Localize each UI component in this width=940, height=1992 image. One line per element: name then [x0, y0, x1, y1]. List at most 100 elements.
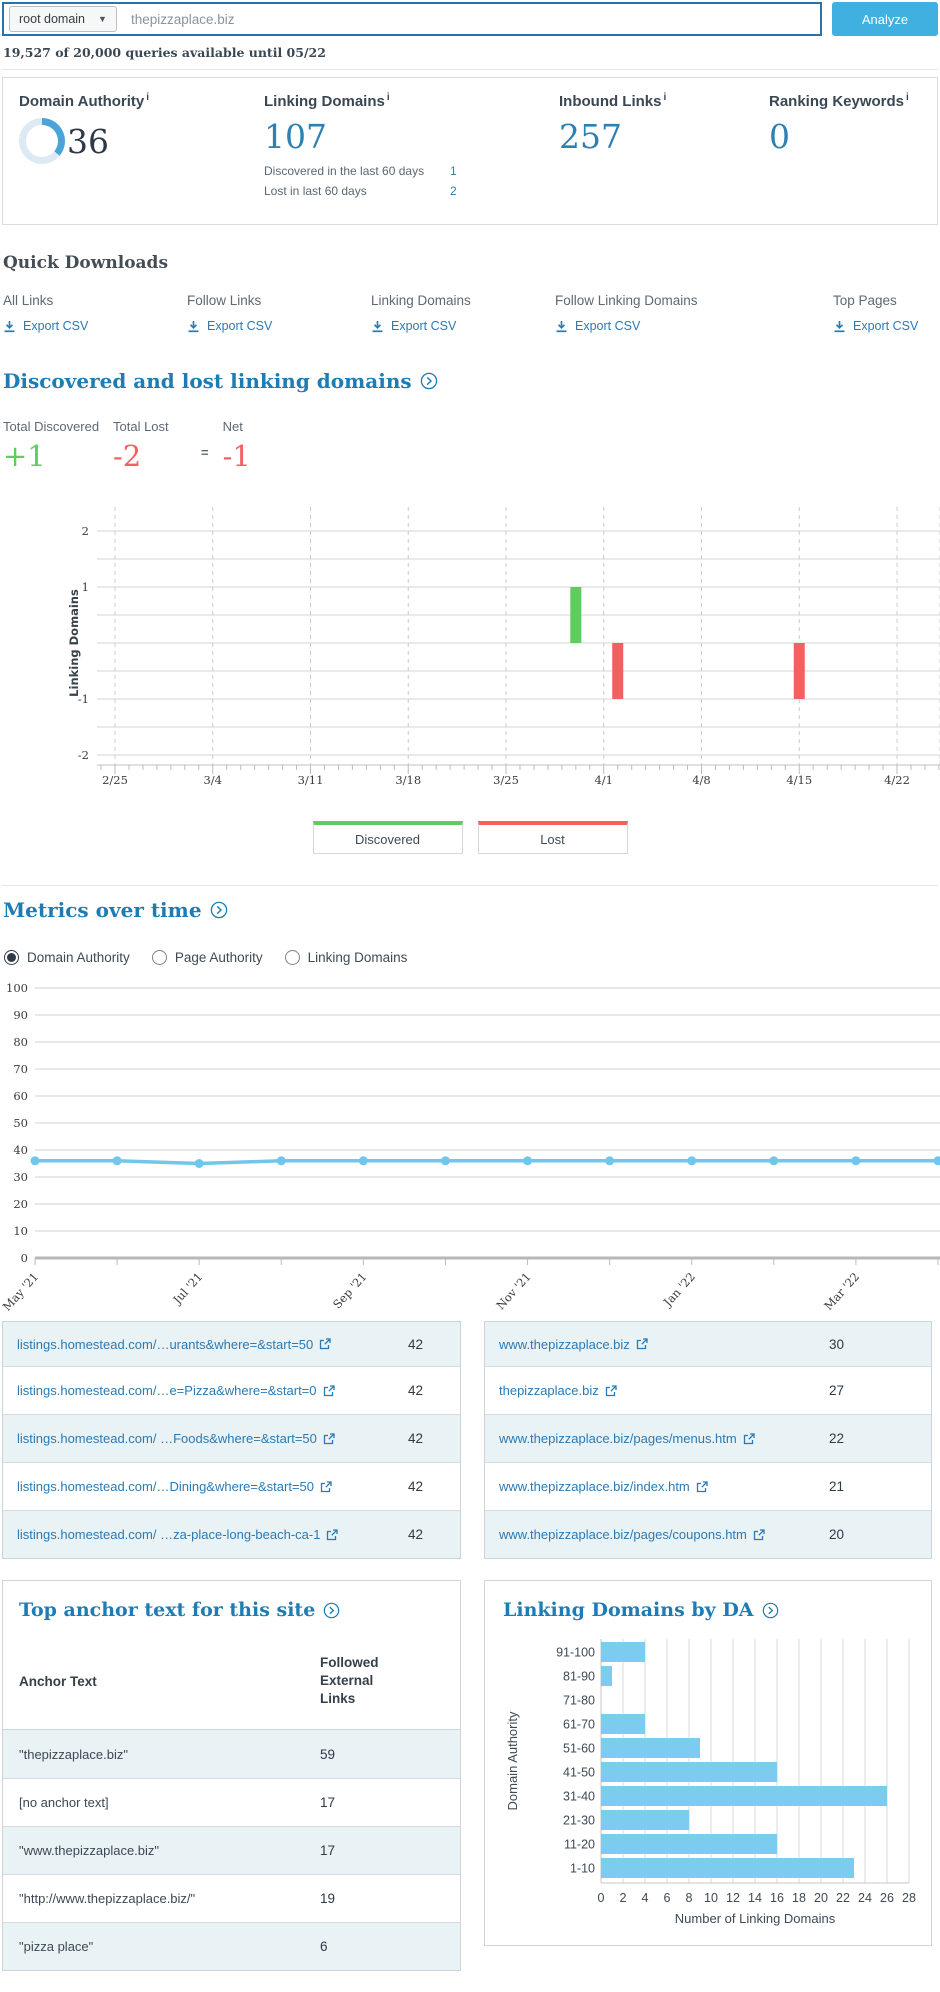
legend-lost-button[interactable]: Lost: [477, 821, 628, 854]
lost-60-days-row: Lost in last 60 days 2: [264, 182, 559, 202]
da-range-label: 1-10: [570, 1862, 595, 1876]
radio-domain-authority[interactable]: Domain Authority: [4, 950, 130, 965]
table-row: listings.homestead.com/…e=Pizza&where=&s…: [3, 1366, 460, 1414]
linking-domains-by-da-card: Linking Domains by DA 0 2 4 6 8 10 12 14 16 18 20 2…: [484, 1580, 932, 1946]
x-tick-label: Sep '21: [330, 1270, 370, 1312]
da-bar: [601, 1786, 887, 1806]
linking-domains-by-da-title: Linking Domains by DA: [501, 1599, 915, 1621]
lost-60-days-value[interactable]: 2: [450, 183, 457, 198]
y-tick-label: 50: [13, 1116, 28, 1130]
lost-bar: [793, 643, 805, 699]
info-icon[interactable]: i: [146, 92, 150, 103]
data-point: [30, 1156, 40, 1166]
y-tick-label: 70: [13, 1062, 28, 1076]
table-row: www.thepizzaplace.biz/pages/coupons.htm …: [485, 1510, 931, 1558]
metrics-over-time-section-title: Metrics over time: [2, 898, 938, 922]
link-metric-value: 42: [408, 1383, 424, 1398]
data-point: [276, 1156, 286, 1166]
link-url[interactable]: listings.homestead.com/…urants&where=&st…: [17, 1337, 331, 1352]
x-tick-label: 4/8: [692, 773, 711, 787]
info-icon[interactable]: i: [906, 92, 909, 103]
y-tick-label: 30: [13, 1170, 28, 1184]
chevron-circle-icon[interactable]: [762, 1602, 779, 1619]
analyze-button[interactable]: Analyze: [832, 2, 938, 36]
y-tick-label: 100: [6, 981, 28, 995]
followed-links-count: 19: [320, 1891, 336, 1906]
domain-authority-label: Domain Authority: [19, 93, 145, 110]
link-url[interactable]: www.thepizzaplace.biz/pages/coupons.htm: [499, 1527, 765, 1542]
download-icon: [4, 320, 15, 332]
scope-select[interactable]: root domain ▼: [9, 6, 117, 32]
export-csv-link[interactable]: Export CSV: [555, 319, 833, 333]
x-tick-label: 4: [642, 1891, 649, 1905]
link-url[interactable]: www.thepizzaplace.biz/pages/menus.htm: [499, 1431, 755, 1446]
chevron-circle-icon[interactable]: [323, 1602, 340, 1619]
link-url[interactable]: www.thepizzaplace.biz/index.htm: [499, 1479, 708, 1494]
x-tick-label: 4/15: [786, 773, 812, 787]
search-input[interactable]: [116, 11, 820, 27]
legend-discovered-button[interactable]: Discovered: [312, 821, 463, 854]
external-link-icon: [696, 1480, 708, 1492]
link-url[interactable]: www.thepizzaplace.biz: [499, 1337, 648, 1352]
lost-bar: [612, 643, 624, 699]
x-tick-label: 22: [836, 1891, 850, 1905]
radio-page-authority[interactable]: Page Authority: [151, 950, 263, 965]
data-point: [687, 1156, 697, 1166]
link-metric-value: 21: [829, 1479, 845, 1494]
link-metric-value: 22: [829, 1431, 845, 1446]
export-csv-link[interactable]: Export CSV: [371, 319, 555, 333]
followed-links-count: 17: [320, 1795, 336, 1810]
export-csv-link[interactable]: Export CSV: [833, 319, 938, 333]
discovered-lost-stats: Total Discovered +1 Total Lost -2 = Net …: [2, 419, 938, 471]
link-url[interactable]: listings.homestead.com/ …Foods&where=&st…: [17, 1431, 335, 1446]
quick-download-follow-linking-domains: Follow Linking Domains Export CSV: [555, 293, 833, 333]
search-box: root domain ▼: [2, 2, 822, 36]
linking-domains-by-da-chart: 0 2 4 6 8 10 12 14 16 18 20 22 24 26 2891-10081-9071-8…: [505, 1639, 916, 1926]
download-icon: [372, 320, 383, 332]
x-tick-label: 6: [664, 1891, 671, 1905]
export-csv-link[interactable]: Export CSV: [3, 319, 187, 333]
bottom-cards: Top anchor text for this site Anchor Tex…: [2, 1580, 938, 1971]
link-url[interactable]: listings.homestead.com/…e=Pizza&where=&s…: [17, 1383, 335, 1398]
radio-linking-domains[interactable]: Linking Domains: [284, 950, 407, 965]
x-tick-label: 3/18: [395, 773, 421, 787]
followed-links-count: 17: [320, 1843, 336, 1858]
da-bar: [601, 1858, 854, 1878]
discovered-60-days-value[interactable]: 1: [450, 164, 457, 178]
external-link-icon: [636, 1338, 648, 1350]
y-tick-label: 90: [13, 1008, 28, 1022]
da-range-label: 61-70: [563, 1718, 595, 1732]
metric-linking-domains: Linking Domains i 107 Discovered in the l…: [264, 92, 559, 208]
total-discovered-stat: Total Discovered +1: [3, 419, 113, 471]
x-tick-label: 2/25: [102, 773, 128, 787]
da-bar: [601, 1666, 612, 1686]
da-bar: [601, 1642, 645, 1662]
info-icon[interactable]: i: [386, 92, 390, 103]
x-tick-label: May '21: [2, 1270, 41, 1314]
domain-authority-value: 36: [67, 121, 109, 161]
table-row: [no anchor text] 17: [3, 1778, 460, 1826]
y-tick-label: 10: [13, 1224, 28, 1238]
link-metric-value: 42: [408, 1479, 424, 1494]
x-tick-label: Jul '21: [169, 1270, 205, 1308]
link-metric-value: 42: [408, 1336, 424, 1352]
radio-dot: [151, 950, 167, 965]
da-range-label: 81-90: [563, 1670, 595, 1684]
y-tick-label: 20: [13, 1197, 28, 1211]
info-icon[interactable]: i: [663, 92, 667, 103]
table-row: "thepizzaplace.biz" 59: [3, 1730, 460, 1778]
quick-download-all-links: All Links Export CSV: [3, 293, 187, 333]
equals-sign: =: [201, 445, 209, 460]
export-csv-link[interactable]: Export CSV: [187, 319, 371, 333]
chevron-circle-icon[interactable]: [420, 372, 438, 390]
metric-domain-authority: Domain Authority i 36: [19, 92, 264, 208]
link-metric-value: 30: [829, 1336, 845, 1352]
link-url[interactable]: listings.homestead.com/ …za-place-long-b…: [17, 1527, 339, 1542]
link-url[interactable]: listings.homestead.com/…Dining&where=&st…: [17, 1479, 332, 1494]
da-bar: [601, 1738, 700, 1758]
y-tick-label: 80: [13, 1035, 28, 1049]
y-tick-label: -1: [78, 692, 89, 706]
followed-external-links-column-header: Followed External Links: [320, 1654, 379, 1707]
chevron-circle-icon[interactable]: [210, 901, 228, 919]
link-url[interactable]: thepizzaplace.biz: [499, 1383, 617, 1398]
